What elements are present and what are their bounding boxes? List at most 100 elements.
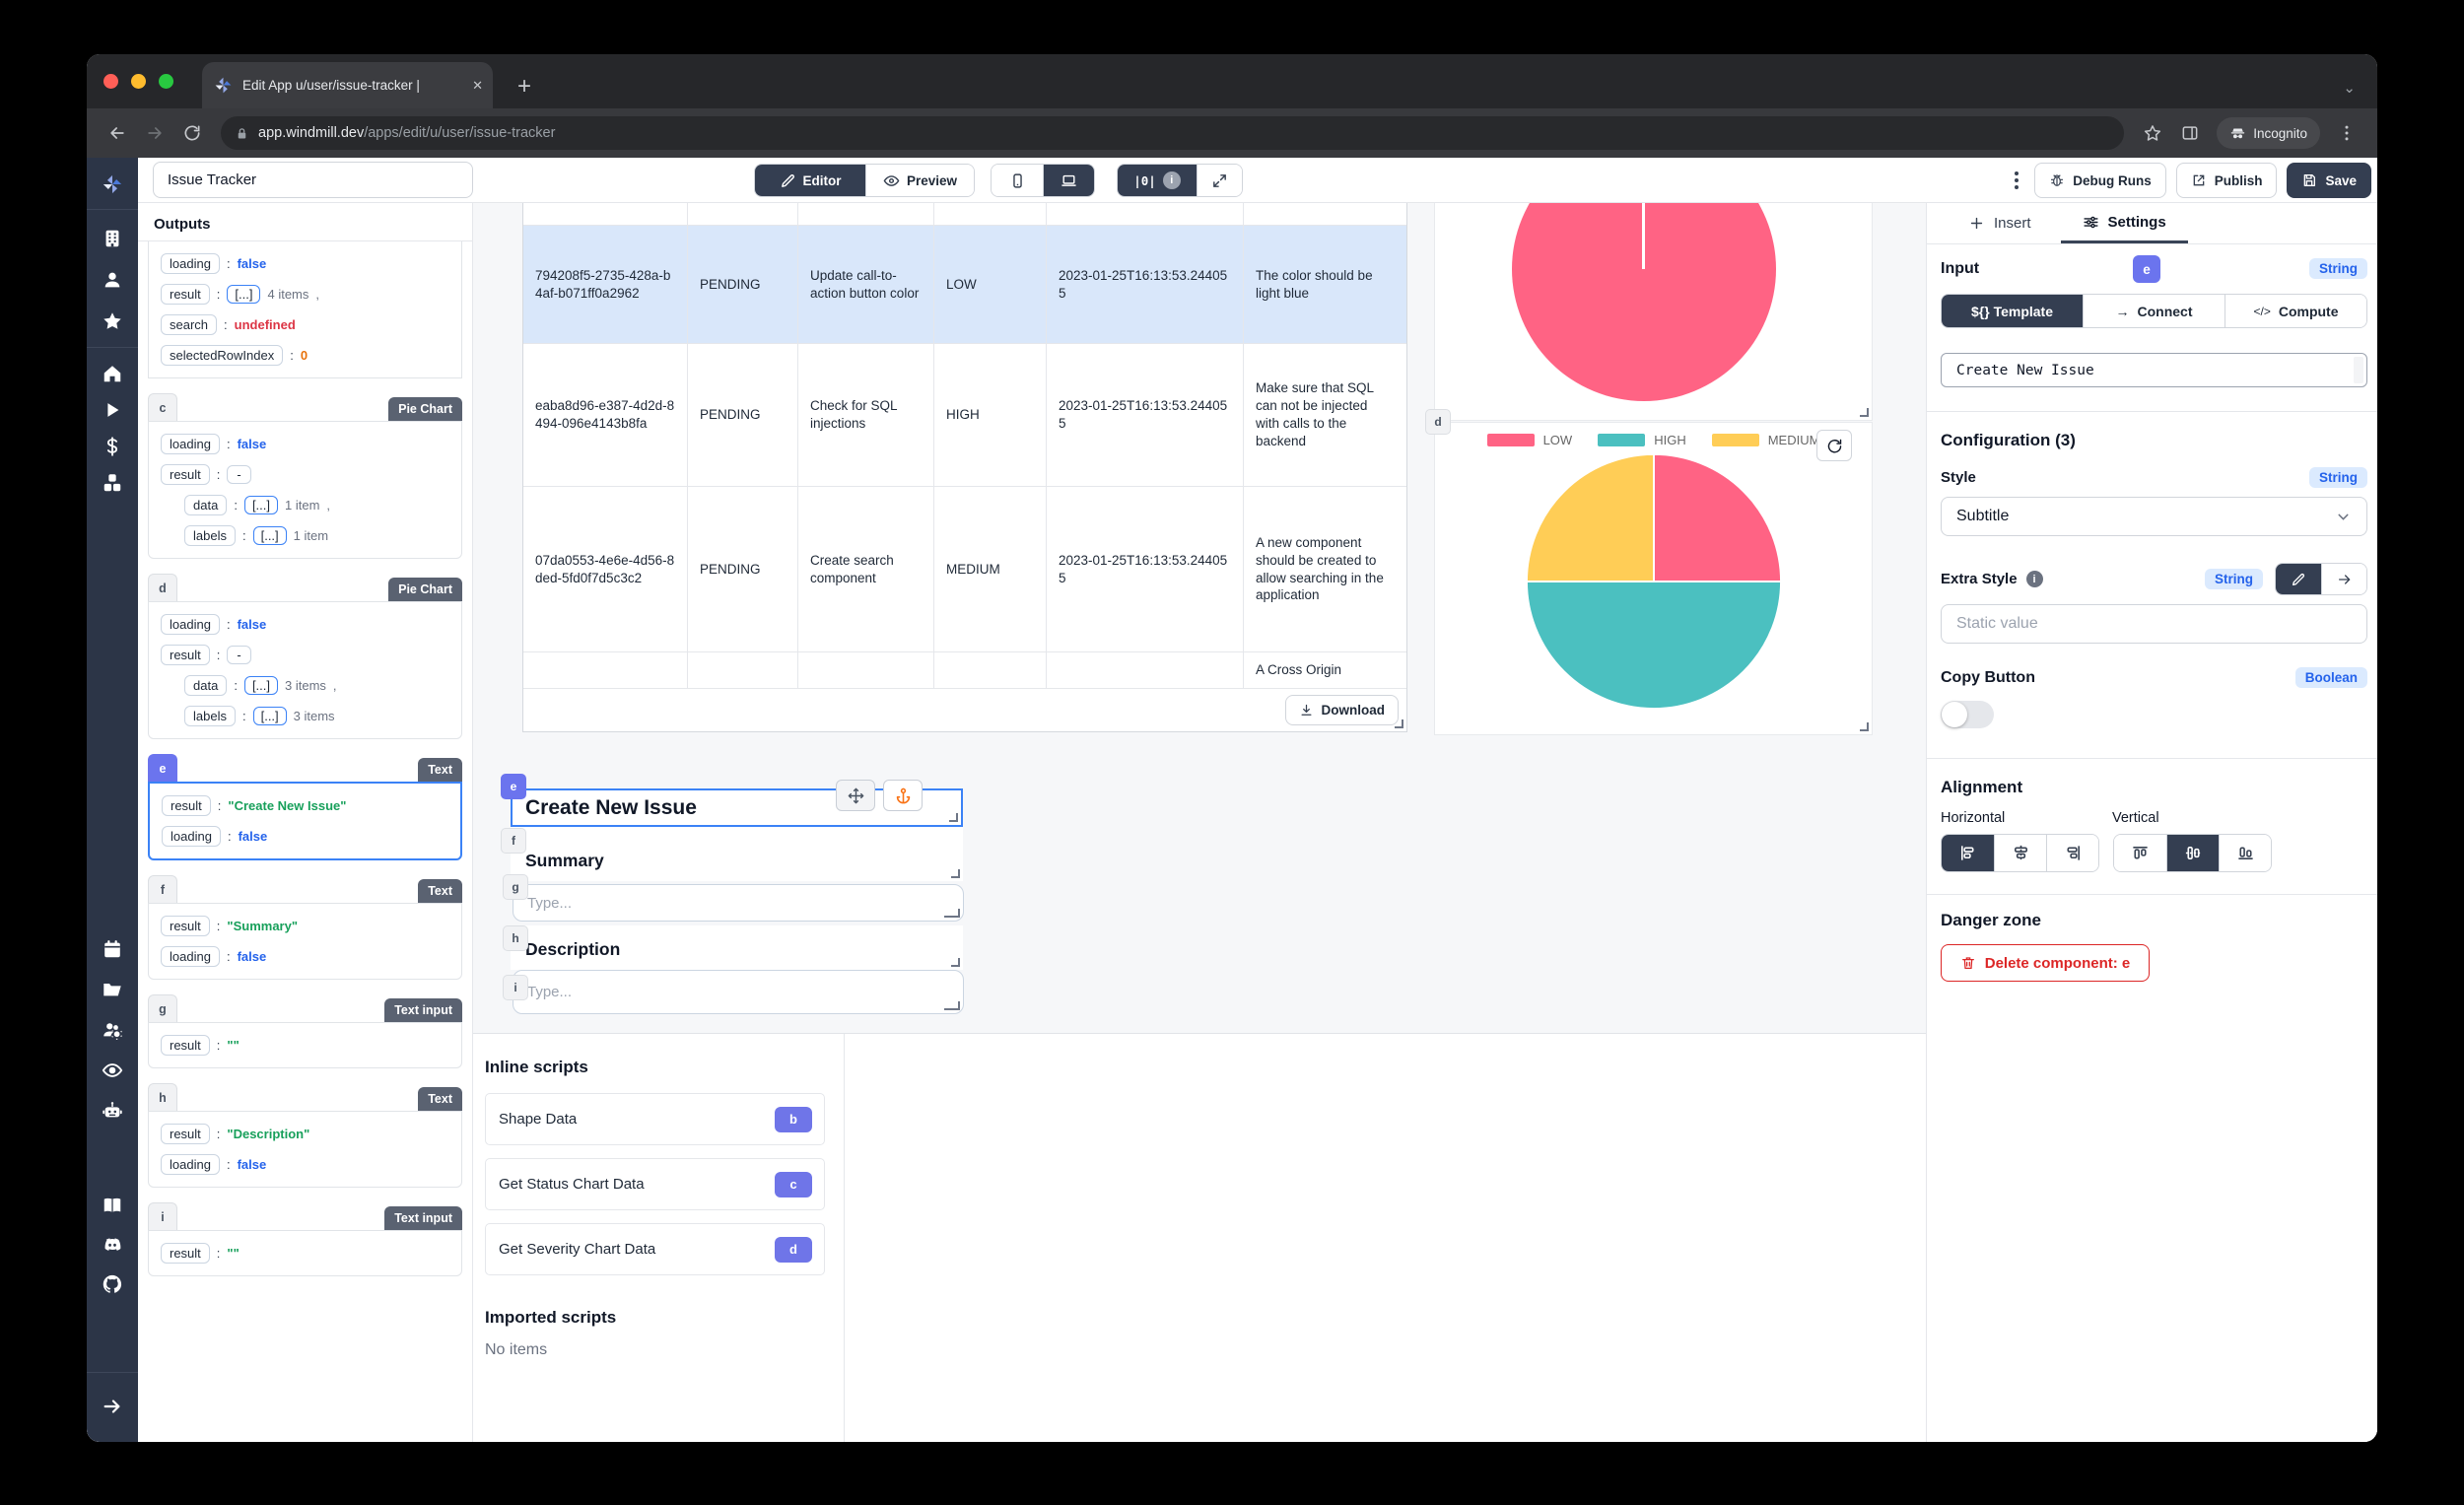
collapsed-value-pill[interactable]: - [227, 646, 251, 664]
description-text-input[interactable]: Type... [513, 970, 964, 1014]
inline-script-item[interactable]: Shape Data b [485, 1093, 825, 1145]
output-section-g[interactable]: g Text input result: "" [148, 992, 462, 1068]
resize-handle[interactable] [944, 909, 960, 918]
legend-item[interactable]: MEDIUM [1711, 433, 1819, 447]
connect-arrow-button[interactable] [2321, 564, 2366, 594]
copy-button-toggle[interactable] [1941, 701, 1994, 728]
component-badge-h[interactable]: h [503, 925, 528, 951]
fullscreen-button[interactable] [1197, 165, 1242, 196]
expand-array-pill[interactable]: [...] [227, 285, 261, 304]
resize-handle[interactable] [1860, 722, 1869, 731]
desktop-view-button[interactable] [1043, 165, 1094, 196]
align-left-button[interactable] [1942, 835, 1994, 871]
component-letter-badge[interactable]: i [148, 1202, 177, 1230]
static-edit-button[interactable] [2276, 564, 2321, 594]
browser-menu-kebab-icon[interactable] [2330, 116, 2363, 150]
table-row[interactable]: A Cross Origin [523, 652, 1406, 689]
align-bottom-button[interactable] [2219, 835, 2271, 871]
app-canvas[interactable]: 794208f5-2735-428a-b4af-b071ff0a2962 PEND… [473, 203, 1926, 1033]
discord-icon[interactable] [101, 1233, 124, 1257]
expand-array-pill[interactable]: [...] [252, 707, 287, 725]
output-section-i[interactable]: i Text input result: "" [148, 1200, 462, 1276]
incognito-chip[interactable]: Incognito [2217, 117, 2320, 149]
expand-array-pill[interactable]: [...] [243, 496, 278, 514]
resize-handle[interactable] [944, 1001, 960, 1010]
mobile-view-button[interactable] [992, 165, 1043, 196]
table-row[interactable]: eaba8d96-e387-4d2d-8494-096e4143b8fa PEND… [523, 344, 1406, 487]
style-select[interactable]: Subtitle [1941, 497, 2367, 536]
info-icon[interactable]: i [2025, 571, 2043, 587]
pie-chart-c-component[interactable] [1434, 203, 1873, 421]
output-key[interactable]: result [161, 284, 210, 305]
tab-settings[interactable]: Settings [2060, 203, 2188, 243]
output-key[interactable]: loading [161, 946, 220, 967]
app-name-input[interactable]: Issue Tracker [153, 162, 473, 198]
table-component[interactable]: 794208f5-2735-428a-b4af-b071ff0a2962 PEND… [522, 203, 1407, 732]
inline-script-item[interactable]: Get Severity Chart Data d [485, 1223, 825, 1275]
reload-icon[interactable] [175, 116, 209, 150]
save-button[interactable]: Save [2287, 163, 2371, 198]
debug-runs-button[interactable]: Debug Runs [2034, 163, 2166, 198]
legend-item[interactable]: LOW [1486, 433, 1572, 447]
output-key[interactable]: result [161, 645, 210, 665]
calendar-icon[interactable] [101, 937, 124, 961]
output-key[interactable]: data [184, 675, 228, 696]
component-badge-i[interactable]: i [503, 975, 528, 1000]
address-bar[interactable]: app.windmill.dev/apps/edit/u/user/issue-… [221, 116, 2125, 150]
output-key[interactable]: loading [162, 826, 221, 847]
more-options-kebab-icon[interactable] [2009, 171, 2024, 189]
summary-text-input[interactable]: Type... [513, 884, 964, 922]
preview-button[interactable]: Preview [865, 165, 974, 196]
table-row[interactable]: 794208f5-2735-428a-b4af-b071ff0a2962 PEND… [523, 226, 1406, 344]
expand-array-pill[interactable]: [...] [243, 676, 278, 695]
align-top-button[interactable] [2114, 835, 2166, 871]
output-key[interactable]: labels [184, 706, 236, 726]
window-controls[interactable] [103, 74, 173, 89]
legend-item[interactable]: HIGH [1598, 433, 1686, 447]
align-center-v-button[interactable] [2166, 835, 2219, 871]
maximize-window-button[interactable] [159, 74, 173, 89]
output-key[interactable]: result [161, 916, 210, 936]
resize-handle[interactable] [1860, 408, 1869, 417]
output-key[interactable]: result [161, 1035, 210, 1056]
tab-insert[interactable]: Insert [1947, 203, 2053, 243]
pie-chart-d-component[interactable]: d LOW HIGH MEDIUM [1425, 409, 1873, 735]
user-icon[interactable] [101, 268, 124, 292]
component-badge-e[interactable]: e [501, 774, 526, 799]
output-section-d[interactable]: d Pie Chart loading: false result: - data: [...… [148, 572, 462, 739]
folder-icon[interactable] [101, 978, 124, 1001]
delete-component-button[interactable]: Delete component: e [1941, 944, 2150, 982]
text-component-h[interactable]: Description [511, 925, 963, 970]
eye-icon[interactable] [101, 1059, 124, 1082]
output-key[interactable]: result [161, 1243, 210, 1264]
tab-search-chevron-icon[interactable]: ⌄ [2343, 80, 2356, 97]
output-section-c[interactable]: c Pie Chart loading: false result: - data: [...… [148, 391, 462, 559]
align-right-button[interactable] [2046, 835, 2098, 871]
move-component-button[interactable] [836, 780, 875, 811]
component-letter-badge[interactable]: e [148, 754, 177, 782]
table-row[interactable]: 07da0553-4e6e-4d56-8ded-5fd0f7d5c3c2 PEND… [523, 487, 1406, 652]
cubes-icon[interactable] [101, 471, 124, 495]
editor-button[interactable]: Editor [755, 165, 865, 196]
new-tab-button[interactable]: + [517, 73, 532, 100]
refresh-button[interactable] [1816, 430, 1852, 461]
play-icon[interactable] [101, 398, 124, 422]
component-badge-g[interactable]: g [503, 874, 528, 900]
output-key[interactable]: loading [161, 253, 220, 274]
component-letter-badge[interactable]: g [148, 994, 177, 1022]
table-row[interactable] [523, 203, 1406, 226]
back-icon[interactable] [101, 116, 134, 150]
browser-tab[interactable]: Edit App u/user/issue-tracker | ✕ [202, 62, 493, 108]
output-section-e[interactable]: e Text result: "Create New Issue" loading: fa… [148, 752, 462, 860]
component-badge-f[interactable]: f [501, 828, 526, 854]
template-value-input[interactable]: Create New Issue [1941, 353, 2367, 387]
dollar-icon[interactable] [101, 435, 124, 458]
output-key[interactable]: labels [184, 525, 236, 546]
publish-button[interactable]: Publish [2175, 163, 2278, 198]
output-key[interactable]: loading [161, 614, 220, 635]
component-badge-d[interactable]: d [1425, 409, 1451, 435]
output-key[interactable]: result [162, 795, 211, 816]
github-icon[interactable] [101, 1272, 124, 1296]
output-section-h[interactable]: h Text result: "Description" loading: false [148, 1081, 462, 1188]
text-component-f[interactable]: Summary [511, 827, 963, 881]
